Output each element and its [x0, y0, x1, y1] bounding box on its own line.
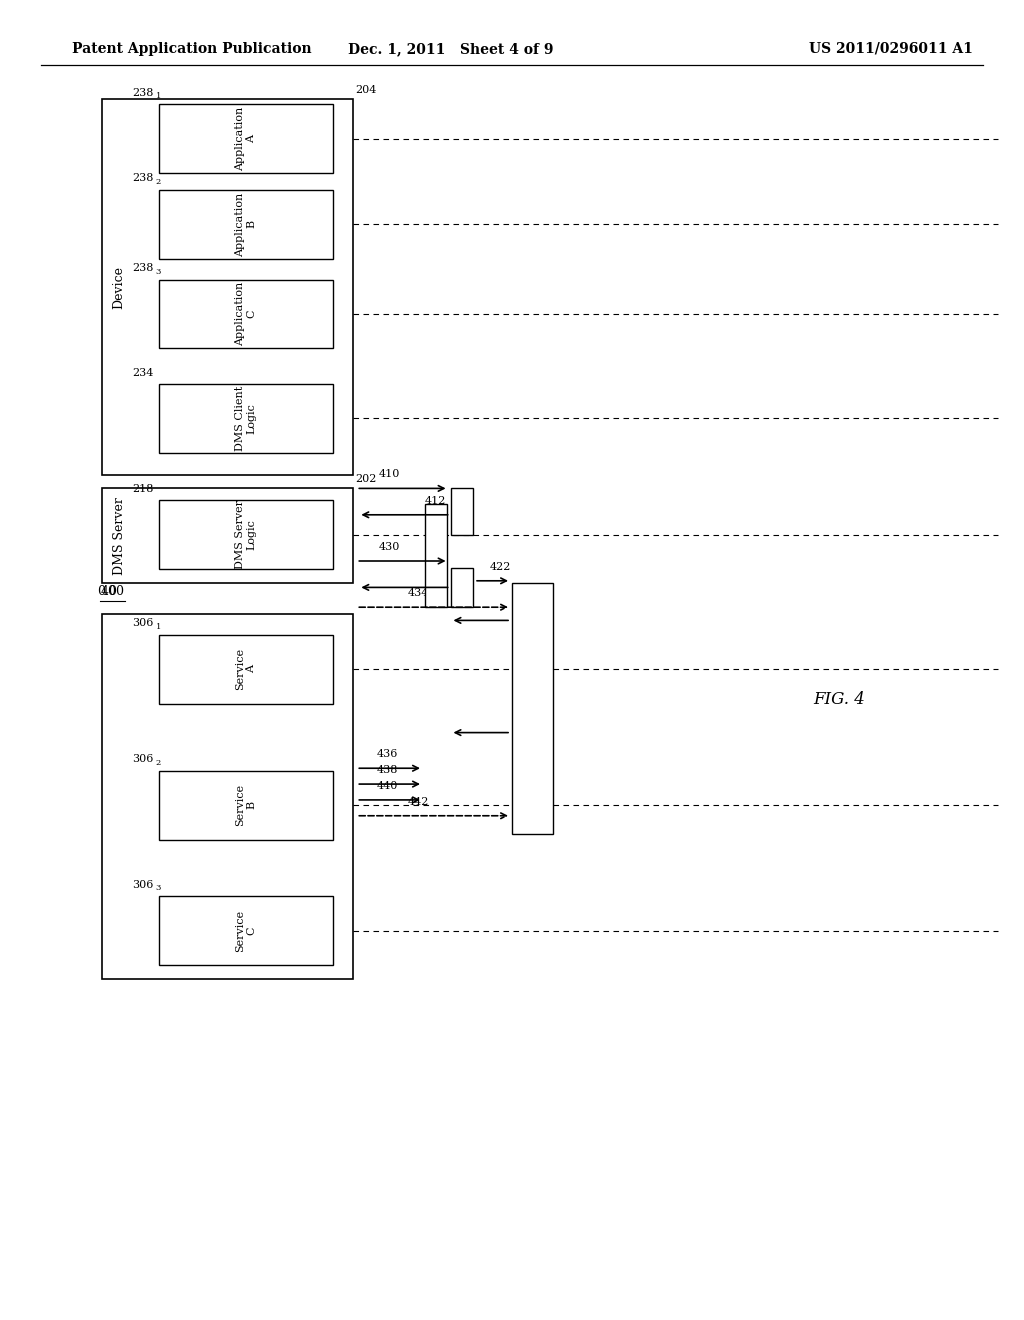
Bar	[159, 635, 333, 704]
Text: 422: 422	[489, 561, 511, 572]
Text: 204: 204	[355, 84, 377, 95]
Bar	[159, 771, 333, 840]
Text: 2: 2	[156, 178, 161, 186]
Text: Device: Device	[113, 265, 126, 309]
Text: 238: 238	[132, 87, 154, 98]
Text: 442: 442	[408, 796, 429, 807]
Text: Dec. 1, 2011   Sheet 4 of 9: Dec. 1, 2011 Sheet 4 of 9	[348, 42, 553, 55]
Bar	[102, 614, 353, 979]
Text: US 2011/0296011 A1: US 2011/0296011 A1	[809, 42, 973, 55]
Bar	[425, 504, 447, 607]
Text: Patent Application Publication: Patent Application Publication	[72, 42, 311, 55]
Text: 432: 432	[425, 568, 446, 578]
Bar	[159, 104, 333, 173]
Text: 202: 202	[355, 474, 377, 484]
Text: 410: 410	[379, 469, 400, 479]
Text: 412: 412	[425, 495, 446, 506]
Text: 3: 3	[156, 268, 161, 276]
Text: 238: 238	[132, 173, 154, 183]
Text: DMS Client
Logic: DMS Client Logic	[234, 385, 257, 451]
Bar	[451, 568, 473, 607]
Text: Service
A: Service A	[234, 648, 257, 690]
Text: 234: 234	[132, 367, 154, 378]
Text: 1: 1	[156, 623, 161, 631]
Text: 440: 440	[377, 780, 398, 791]
Text: 0.0: 0.0	[97, 585, 117, 598]
Text: FIG. 4: FIG. 4	[814, 692, 865, 708]
Bar	[159, 500, 333, 569]
Text: 430: 430	[379, 541, 400, 552]
Text: 1: 1	[156, 92, 161, 100]
Text: 436: 436	[377, 748, 398, 759]
Bar	[159, 190, 333, 259]
Text: Application
A: Application A	[234, 107, 257, 170]
Text: Service
B: Service B	[234, 784, 257, 826]
Text: 400: 400	[100, 585, 124, 598]
Text: 306: 306	[132, 754, 154, 764]
Text: Application
B: Application B	[234, 193, 257, 256]
Text: 438: 438	[377, 764, 398, 775]
Bar	[159, 384, 333, 453]
Bar	[451, 488, 473, 535]
Bar	[159, 280, 333, 348]
Text: 306: 306	[132, 618, 154, 628]
Text: Application
C: Application C	[234, 282, 257, 346]
Text: 434: 434	[408, 587, 429, 598]
Text: DMS Server: DMS Server	[113, 498, 126, 574]
Text: 306: 306	[132, 879, 154, 890]
Text: 218: 218	[132, 483, 154, 494]
Text: Service
C: Service C	[234, 909, 257, 952]
Bar	[102, 488, 353, 583]
Bar	[102, 99, 353, 475]
Bar	[159, 896, 333, 965]
Bar	[512, 583, 553, 834]
Text: DMS Server
Logic: DMS Server Logic	[234, 500, 257, 569]
Text: 2: 2	[156, 759, 161, 767]
Text: 3: 3	[156, 884, 161, 892]
Text: 238: 238	[132, 263, 154, 273]
